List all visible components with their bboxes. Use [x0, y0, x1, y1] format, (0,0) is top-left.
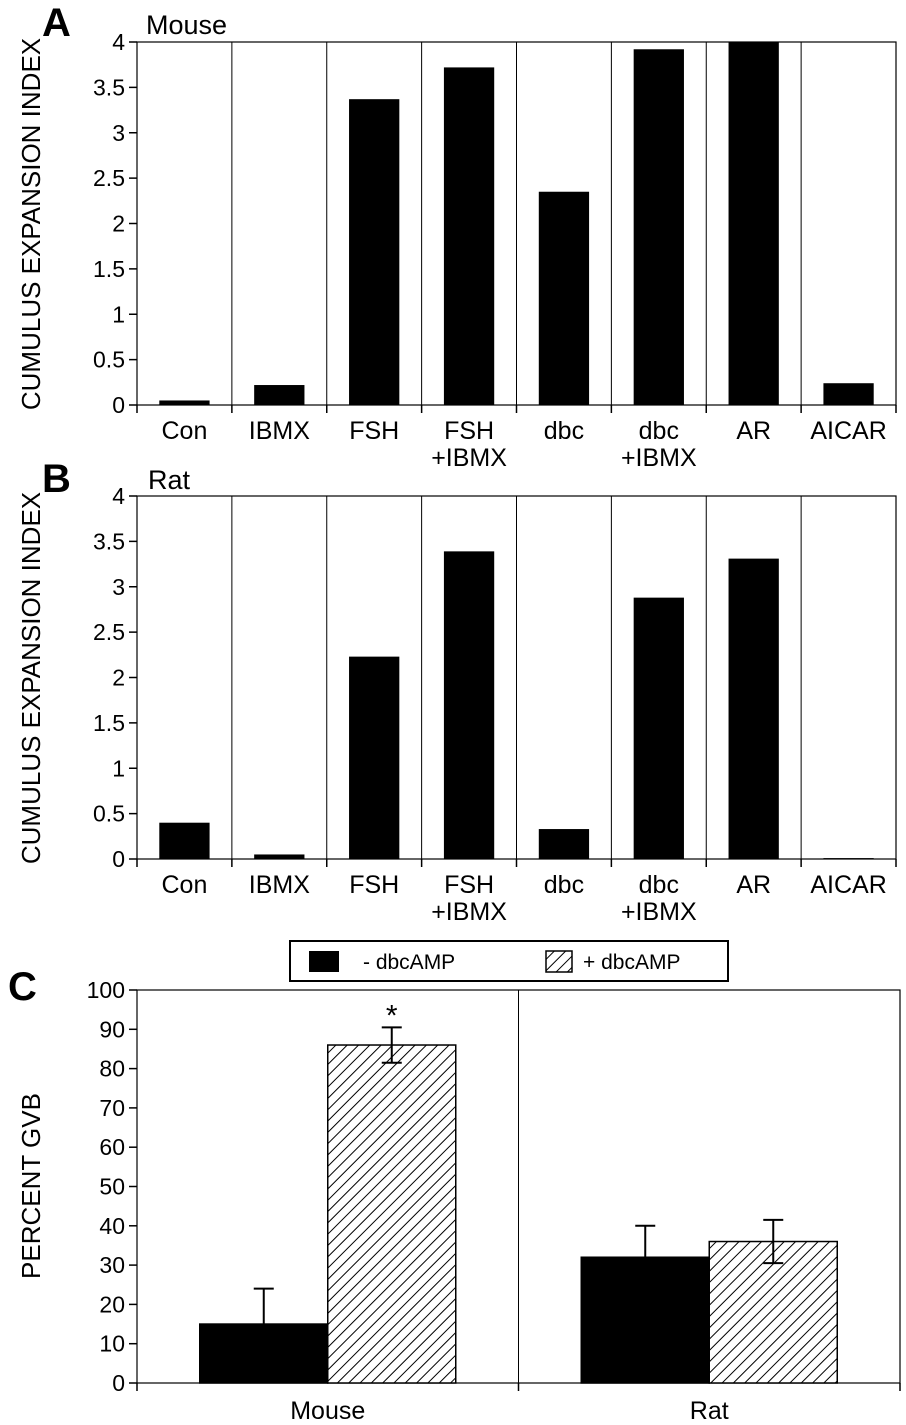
- panel-c-chart: C PERCENT GVB - dbcAMP + dbcAMP 0 10 20 30 4…: [8, 940, 901, 1425]
- bar-dbc-ibmx: [633, 597, 684, 859]
- bar-ar: [728, 42, 779, 405]
- x-tick-label: dbc: [544, 417, 584, 445]
- bar-fsh-ibmx: [443, 67, 495, 405]
- panel-a-letter: A: [42, 1, 71, 45]
- y-tick-label: 3: [112, 574, 125, 600]
- bar-dbc-ibmx: [633, 49, 684, 405]
- x-tick-label: dbc: [639, 417, 679, 445]
- y-tick-label: 3: [112, 120, 125, 146]
- y-tick-label: 0: [112, 846, 125, 872]
- bar-fsh: [349, 99, 400, 406]
- panel-c-letter: C: [8, 965, 37, 1009]
- y-tick-label: 3.5: [93, 74, 125, 100]
- legend-label-plus-dbcamp: + dbcAMP: [583, 951, 680, 974]
- y-tick-label: 20: [99, 1291, 125, 1317]
- panel-a-title: Mouse: [146, 10, 227, 40]
- y-tick-label: 30: [99, 1252, 125, 1278]
- bar-dbc: [538, 829, 590, 859]
- x-tick-label: AR: [736, 417, 771, 445]
- y-tick-label: 10: [99, 1331, 125, 1357]
- x-tick-label: Rat: [690, 1397, 729, 1425]
- x-tick-label: FSH: [349, 417, 399, 445]
- bar-fsh-ibmx: [443, 551, 495, 859]
- x-tick-label: FSH: [444, 417, 494, 445]
- significance-asterisk: *: [386, 999, 398, 1032]
- y-tick-label: 4: [112, 483, 125, 509]
- panel-c-y-axis-label: PERCENT GVB: [16, 1093, 46, 1279]
- bar-fsh: [349, 656, 400, 859]
- legend: - dbcAMP + dbcAMP: [289, 940, 729, 982]
- bar-ibmx: [254, 385, 305, 405]
- y-tick-label: 50: [99, 1174, 125, 1200]
- panel-b-title: Rat: [148, 465, 191, 495]
- y-tick-label: 2: [112, 211, 125, 237]
- x-tick-label: IBMX: [249, 417, 310, 445]
- legend-box: [289, 940, 729, 982]
- bar-con: [159, 822, 210, 859]
- panel-b-letter: B: [42, 457, 71, 501]
- x-tick-label: AR: [736, 871, 771, 899]
- x-tick-label: FSH: [444, 871, 494, 899]
- y-tick-label: 100: [87, 977, 125, 1003]
- y-tick-label: 2.5: [93, 619, 125, 645]
- y-tick-label: 0.5: [93, 801, 125, 827]
- x-tick-label: dbc: [544, 871, 584, 899]
- bar-mouse-dbcamp: [327, 1044, 457, 1384]
- y-tick-label: 0.5: [93, 347, 125, 373]
- y-tick-label: 40: [99, 1213, 125, 1239]
- panel-a-chart: A Mouse CUMULUS EXPANSION INDEX 0 0.5 1 1.5…: [16, 1, 897, 472]
- y-tick-label: 1: [112, 755, 125, 781]
- y-tick-label: 1.5: [93, 710, 125, 736]
- x-tick-label: +IBMX: [621, 898, 697, 926]
- y-tick-label: 70: [99, 1095, 125, 1121]
- x-tick-label: +IBMX: [431, 444, 507, 472]
- panel-a-y-axis-label: CUMULUS EXPANSION INDEX: [16, 38, 46, 410]
- y-tick-label: 0: [112, 392, 125, 418]
- y-tick-label: 2.5: [93, 165, 125, 191]
- y-tick-label: 1.5: [93, 256, 125, 282]
- x-tick-label: AICAR: [810, 417, 886, 445]
- panel-b-chart: B Rat CUMULUS EXPANSION INDEX 0 0.5 1 1.5 2 2…: [16, 457, 897, 926]
- bar-con: [159, 400, 210, 405]
- x-tick-label: +IBMX: [621, 444, 697, 472]
- x-tick-label: IBMX: [249, 871, 310, 899]
- bar-aicar: [823, 858, 874, 859]
- legend-label-minus-dbcamp: - dbcAMP: [363, 951, 455, 974]
- y-tick-label: 60: [99, 1134, 125, 1160]
- bar-aicar: [823, 383, 874, 405]
- x-tick-label: AICAR: [810, 871, 886, 899]
- y-tick-label: 0: [112, 1370, 125, 1396]
- panel-b-y-axis-label: CUMULUS EXPANSION INDEX: [16, 492, 46, 864]
- x-tick-label: FSH: [349, 871, 399, 899]
- x-tick-label: dbc: [639, 871, 679, 899]
- legend-swatch-minus-dbcamp: [309, 951, 339, 972]
- y-tick-label: 3.5: [93, 528, 125, 554]
- x-tick-label: Mouse: [290, 1397, 365, 1425]
- x-tick-label: Con: [162, 871, 208, 899]
- y-tick-label: 4: [112, 29, 125, 55]
- y-tick-label: 2: [112, 665, 125, 691]
- y-tick-label: 80: [99, 1056, 125, 1082]
- bar-ibmx: [254, 854, 305, 859]
- bar-ar: [728, 558, 779, 859]
- x-tick-label: +IBMX: [431, 898, 507, 926]
- x-tick-label: Con: [162, 417, 208, 445]
- y-tick-label: 1: [112, 301, 125, 327]
- y-tick-label: 90: [99, 1016, 125, 1042]
- legend-swatch-plus-dbcamp: [545, 950, 573, 973]
- bar-dbc: [538, 191, 590, 405]
